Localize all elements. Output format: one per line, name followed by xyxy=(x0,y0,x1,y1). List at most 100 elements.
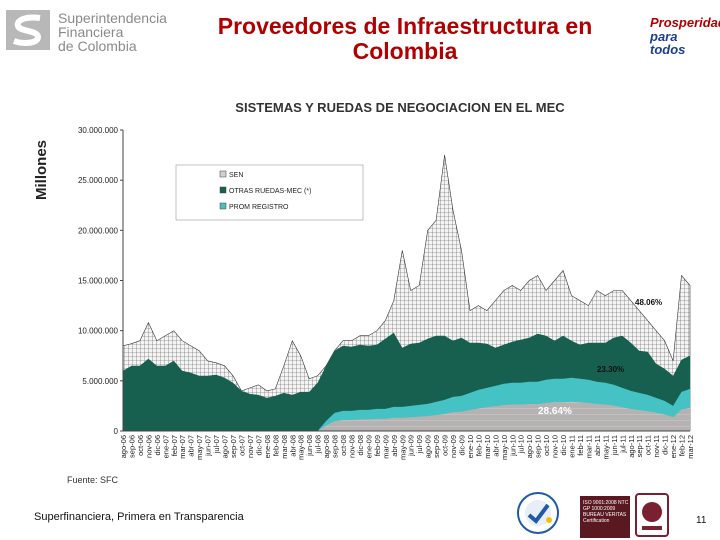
x-tick-label: dic-08 xyxy=(356,435,365,455)
x-tick-label: dic-10 xyxy=(559,435,568,455)
x-tick-label: feb-08 xyxy=(271,435,280,456)
x-tick-label: mar-08 xyxy=(280,435,289,459)
x-tick-label: dic-11 xyxy=(661,435,670,455)
legend-label: SEN xyxy=(229,172,243,179)
x-tick-label: ago-10 xyxy=(525,435,534,458)
certification-seal-icon xyxy=(517,492,559,534)
x-tick-label: ago-09 xyxy=(424,435,433,458)
x-tick-label: sep-08 xyxy=(331,435,340,458)
sfc-logo: Superintendencia Financiera de Colombia xyxy=(6,8,167,54)
x-tick-label: jul-07 xyxy=(212,435,221,454)
x-tick-label: jun-09 xyxy=(407,435,416,457)
x-tick-label: feb-12 xyxy=(678,435,687,456)
y-tick-label: 15.000.000 xyxy=(78,277,119,286)
x-tick-label: may-11 xyxy=(601,435,610,459)
iso-certification-text: ISO 9001:2008 NTC GP 1000:2009 BUREAU VE… xyxy=(583,500,629,524)
y-tick-label: 30.000.000 xyxy=(78,126,119,135)
org-name-line2: Financiera xyxy=(58,24,124,40)
x-tick-label: oct-10 xyxy=(542,435,551,456)
x-tick-label: oct-07 xyxy=(238,435,247,456)
x-tick-label: dic-06 xyxy=(153,435,162,455)
x-tick-label: mar-12 xyxy=(686,435,695,459)
legend-swatch xyxy=(219,170,227,178)
org-name-line3: de Colombia xyxy=(58,38,137,54)
sfc-mark-icon xyxy=(6,10,50,50)
legend-label: OTRAS RUEDAS-MEC (*) xyxy=(229,188,311,195)
x-tick-label: ago-08 xyxy=(322,435,331,458)
x-tick-label: sep-10 xyxy=(534,435,543,458)
x-tick-label: abr-11 xyxy=(593,435,602,456)
y-tick-label: 25.000.000 xyxy=(78,176,119,185)
x-tick-label: jul-09 xyxy=(415,435,424,454)
chart-legend: SEN OTRAS RUEDAS-MEC (*) PROM REGISTRO xyxy=(175,164,364,221)
y-tick-label: 5.000.000 xyxy=(82,377,118,386)
x-tick-label: ene-09 xyxy=(364,435,373,458)
page-number: 11 xyxy=(696,515,707,526)
x-tick-label: may-07 xyxy=(195,435,204,460)
x-tick-label: ago-11 xyxy=(627,435,636,458)
x-tick-label: oct-11 xyxy=(644,435,653,455)
y-tick-label: 10.000.000 xyxy=(78,327,119,336)
y-tick-label: 20.000.000 xyxy=(78,226,119,235)
iso-certification-badge: ISO 9001:2008 NTC GP 1000:2009 BUREAU VE… xyxy=(580,496,630,538)
footer-tagline: Superfinanciera, Primera en Transparenci… xyxy=(34,511,244,523)
data-annotation: 28.64% xyxy=(538,406,572,417)
source-note: Fuente: SFC xyxy=(67,475,119,485)
x-tick-label: abr-07 xyxy=(187,435,196,457)
x-tick-label: feb-09 xyxy=(373,435,382,456)
x-tick-label: mar-10 xyxy=(483,435,492,459)
x-tick-label: feb-11 xyxy=(576,435,585,456)
x-tick-label: jul-10 xyxy=(517,435,526,454)
x-tick-label: abr-10 xyxy=(491,435,500,457)
legend-label: PROM REGISTRO xyxy=(229,204,289,211)
x-tick-label: jun-10 xyxy=(508,435,517,457)
legend-box xyxy=(175,164,364,221)
x-tick-label: dic-07 xyxy=(254,435,263,455)
chart: 0 5.000.000 10.000.000 15.000.000 20.000.000… xyxy=(33,126,695,460)
x-tick-label: nov-10 xyxy=(551,435,560,458)
x-tick-label: ene-08 xyxy=(263,435,272,458)
x-tick-label: ene-07 xyxy=(161,435,170,458)
x-tick-label: ago-06 xyxy=(119,435,128,458)
legend-swatch xyxy=(219,202,227,210)
x-tick-label: ago-07 xyxy=(221,435,230,458)
x-tick-label: oct-09 xyxy=(441,435,450,456)
x-tick-label: feb-10 xyxy=(474,435,483,456)
x-tick-label: jun-11 xyxy=(610,435,619,456)
chart-title: SISTEMAS Y RUEDAS DE NEGOCIACION EN EL M… xyxy=(235,100,565,115)
x-tick-label: oct-08 xyxy=(339,435,348,456)
x-tick-label: abr-09 xyxy=(390,435,399,457)
legend-swatch xyxy=(219,186,227,194)
x-tick-label: mar-11 xyxy=(584,435,593,458)
x-tick-label: sep-06 xyxy=(128,435,137,458)
slide-title: Proveedores de Infraestructura en Colomb… xyxy=(217,13,593,64)
x-tick-label: jun-08 xyxy=(305,435,314,457)
x-tick-label: nov-11 xyxy=(652,435,661,457)
x-tick-label: jul-08 xyxy=(314,435,323,454)
y-tick-label: 0 xyxy=(114,427,119,436)
x-tick-label: may-09 xyxy=(398,435,407,460)
y-axis-label: Millones xyxy=(33,140,50,200)
gov-logo-line1: Prosperidad xyxy=(650,15,720,30)
x-tick-label: jun-07 xyxy=(204,435,213,457)
x-tick-label: sep-11 xyxy=(635,435,644,457)
prom-registro-lower-band xyxy=(123,401,690,431)
x-tick-label: feb-07 xyxy=(170,435,179,456)
x-tick-label: nov-09 xyxy=(449,435,458,458)
x-tick-label: mar-09 xyxy=(381,435,390,459)
x-tick-label: may-08 xyxy=(297,435,306,460)
bureau-veritas-seal-icon xyxy=(635,493,669,537)
x-tick-label: jul-11 xyxy=(618,435,627,454)
x-tick-label: abr-08 xyxy=(288,435,297,457)
gov-logo-line2: para todos xyxy=(650,29,686,57)
x-tick-label: nov-07 xyxy=(246,435,255,458)
x-tick-label: mar-07 xyxy=(178,435,187,459)
x-tick-label: sep-09 xyxy=(432,435,441,458)
x-tick-label: ene-12 xyxy=(669,435,678,458)
x-tick-label: nov-06 xyxy=(144,435,153,458)
x-tick-label: may-10 xyxy=(500,435,509,460)
data-annotation: 23.30% xyxy=(597,365,624,374)
data-annotation: 48.06% xyxy=(635,298,662,307)
x-tick-label: oct-06 xyxy=(136,435,145,456)
x-tick-label: ene-11 xyxy=(568,435,577,458)
